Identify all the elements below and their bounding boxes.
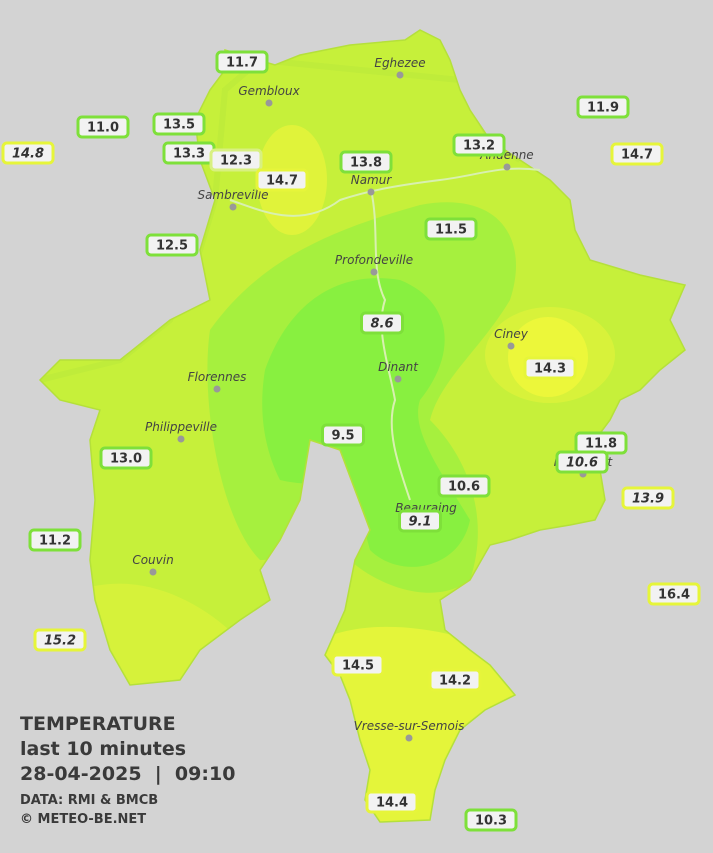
station-value: 12.3 [220,154,252,169]
station-value: 8.6 [370,317,393,332]
city-dot [177,435,185,443]
station-value: 13.8 [350,156,382,171]
station-value: 10.3 [475,814,507,829]
station-box [209,148,263,172]
station-box [437,474,491,498]
river [370,189,411,501]
station-box [339,150,393,174]
station-value: 14.8 [12,147,44,162]
station-box [76,115,130,139]
station-value: 9.5 [331,429,354,444]
city-dot [507,342,515,350]
station-value: 16.4 [658,588,690,603]
city-dot [396,71,404,79]
station-box [145,233,199,257]
station-value: 11.9 [587,101,619,116]
city-label: Gembloux [238,84,300,98]
station-value: 12.5 [156,239,188,254]
station-box [215,50,269,74]
legend-period: last 10 minutes [20,738,186,760]
city-label: Profondeville [335,253,413,267]
station-value: 14.4 [376,796,408,811]
station-box [398,509,442,533]
station-box [360,311,404,335]
station-box [33,628,87,652]
station-box [255,168,309,192]
station-value: 13.5 [163,118,195,133]
station-value: 13.9 [632,492,664,507]
station-box [99,446,153,470]
city-label: Namur [351,173,393,187]
city-label: Florennes [188,370,247,384]
city-dot [213,385,221,393]
station-value: 14.3 [534,362,566,377]
station-value: 10.6 [448,480,480,495]
station-value: 13.3 [173,147,205,162]
station-value: 13.0 [110,452,142,467]
station-box [647,582,701,606]
station-box [452,133,506,157]
station-value: 14.2 [439,674,471,689]
city-label: Couvin [132,553,173,567]
city-dot [367,188,375,196]
station-value: 10.6 [566,456,598,471]
station-box [610,142,664,166]
station-box [28,528,82,552]
city-dot [405,734,413,742]
station-box [424,217,478,241]
city-label: Dinant [378,360,419,374]
city-label: Eghezee [374,56,425,70]
station-value: 14.5 [342,659,374,674]
city-label: Ciney [494,327,529,341]
city-dot [229,203,237,211]
station-box [428,668,482,692]
city-dot [265,99,273,107]
station-value: 15.2 [44,634,76,649]
city-label: Vresse-sur-Semois [354,719,465,733]
city-label: Sambreville [197,188,268,202]
station-value: 11.0 [87,121,119,136]
station-value: 9.1 [408,515,431,530]
city-dot [149,568,157,576]
legend-source: DATA: RMI & BMCB [20,793,158,808]
station-value: 14.7 [621,148,653,163]
station-box [555,450,609,474]
station-box [152,112,206,136]
station-value: 14.7 [266,174,298,189]
city-dot [394,375,402,383]
station-box [523,356,577,380]
station-box [621,486,675,510]
city-dot [503,163,511,171]
station-value: 11.5 [435,223,467,238]
city-dot [370,268,378,276]
legend-title: TEMPERATURE [20,713,176,735]
river [229,167,541,217]
station-value: 11.8 [585,437,617,452]
station-box [365,790,419,814]
legend-credit: © METEO-BE.NET [20,812,146,827]
legend-time: 28-04-2025 | 09:10 [20,763,235,785]
station-box [331,653,385,677]
station-value: 11.2 [39,534,71,549]
station-box [576,95,630,119]
station-box [464,808,518,832]
station-box [1,141,55,165]
station-value: 13.2 [463,139,495,154]
city-label: Philippeville [145,420,217,434]
station-value: 11.7 [226,56,258,71]
station-box [321,423,365,447]
